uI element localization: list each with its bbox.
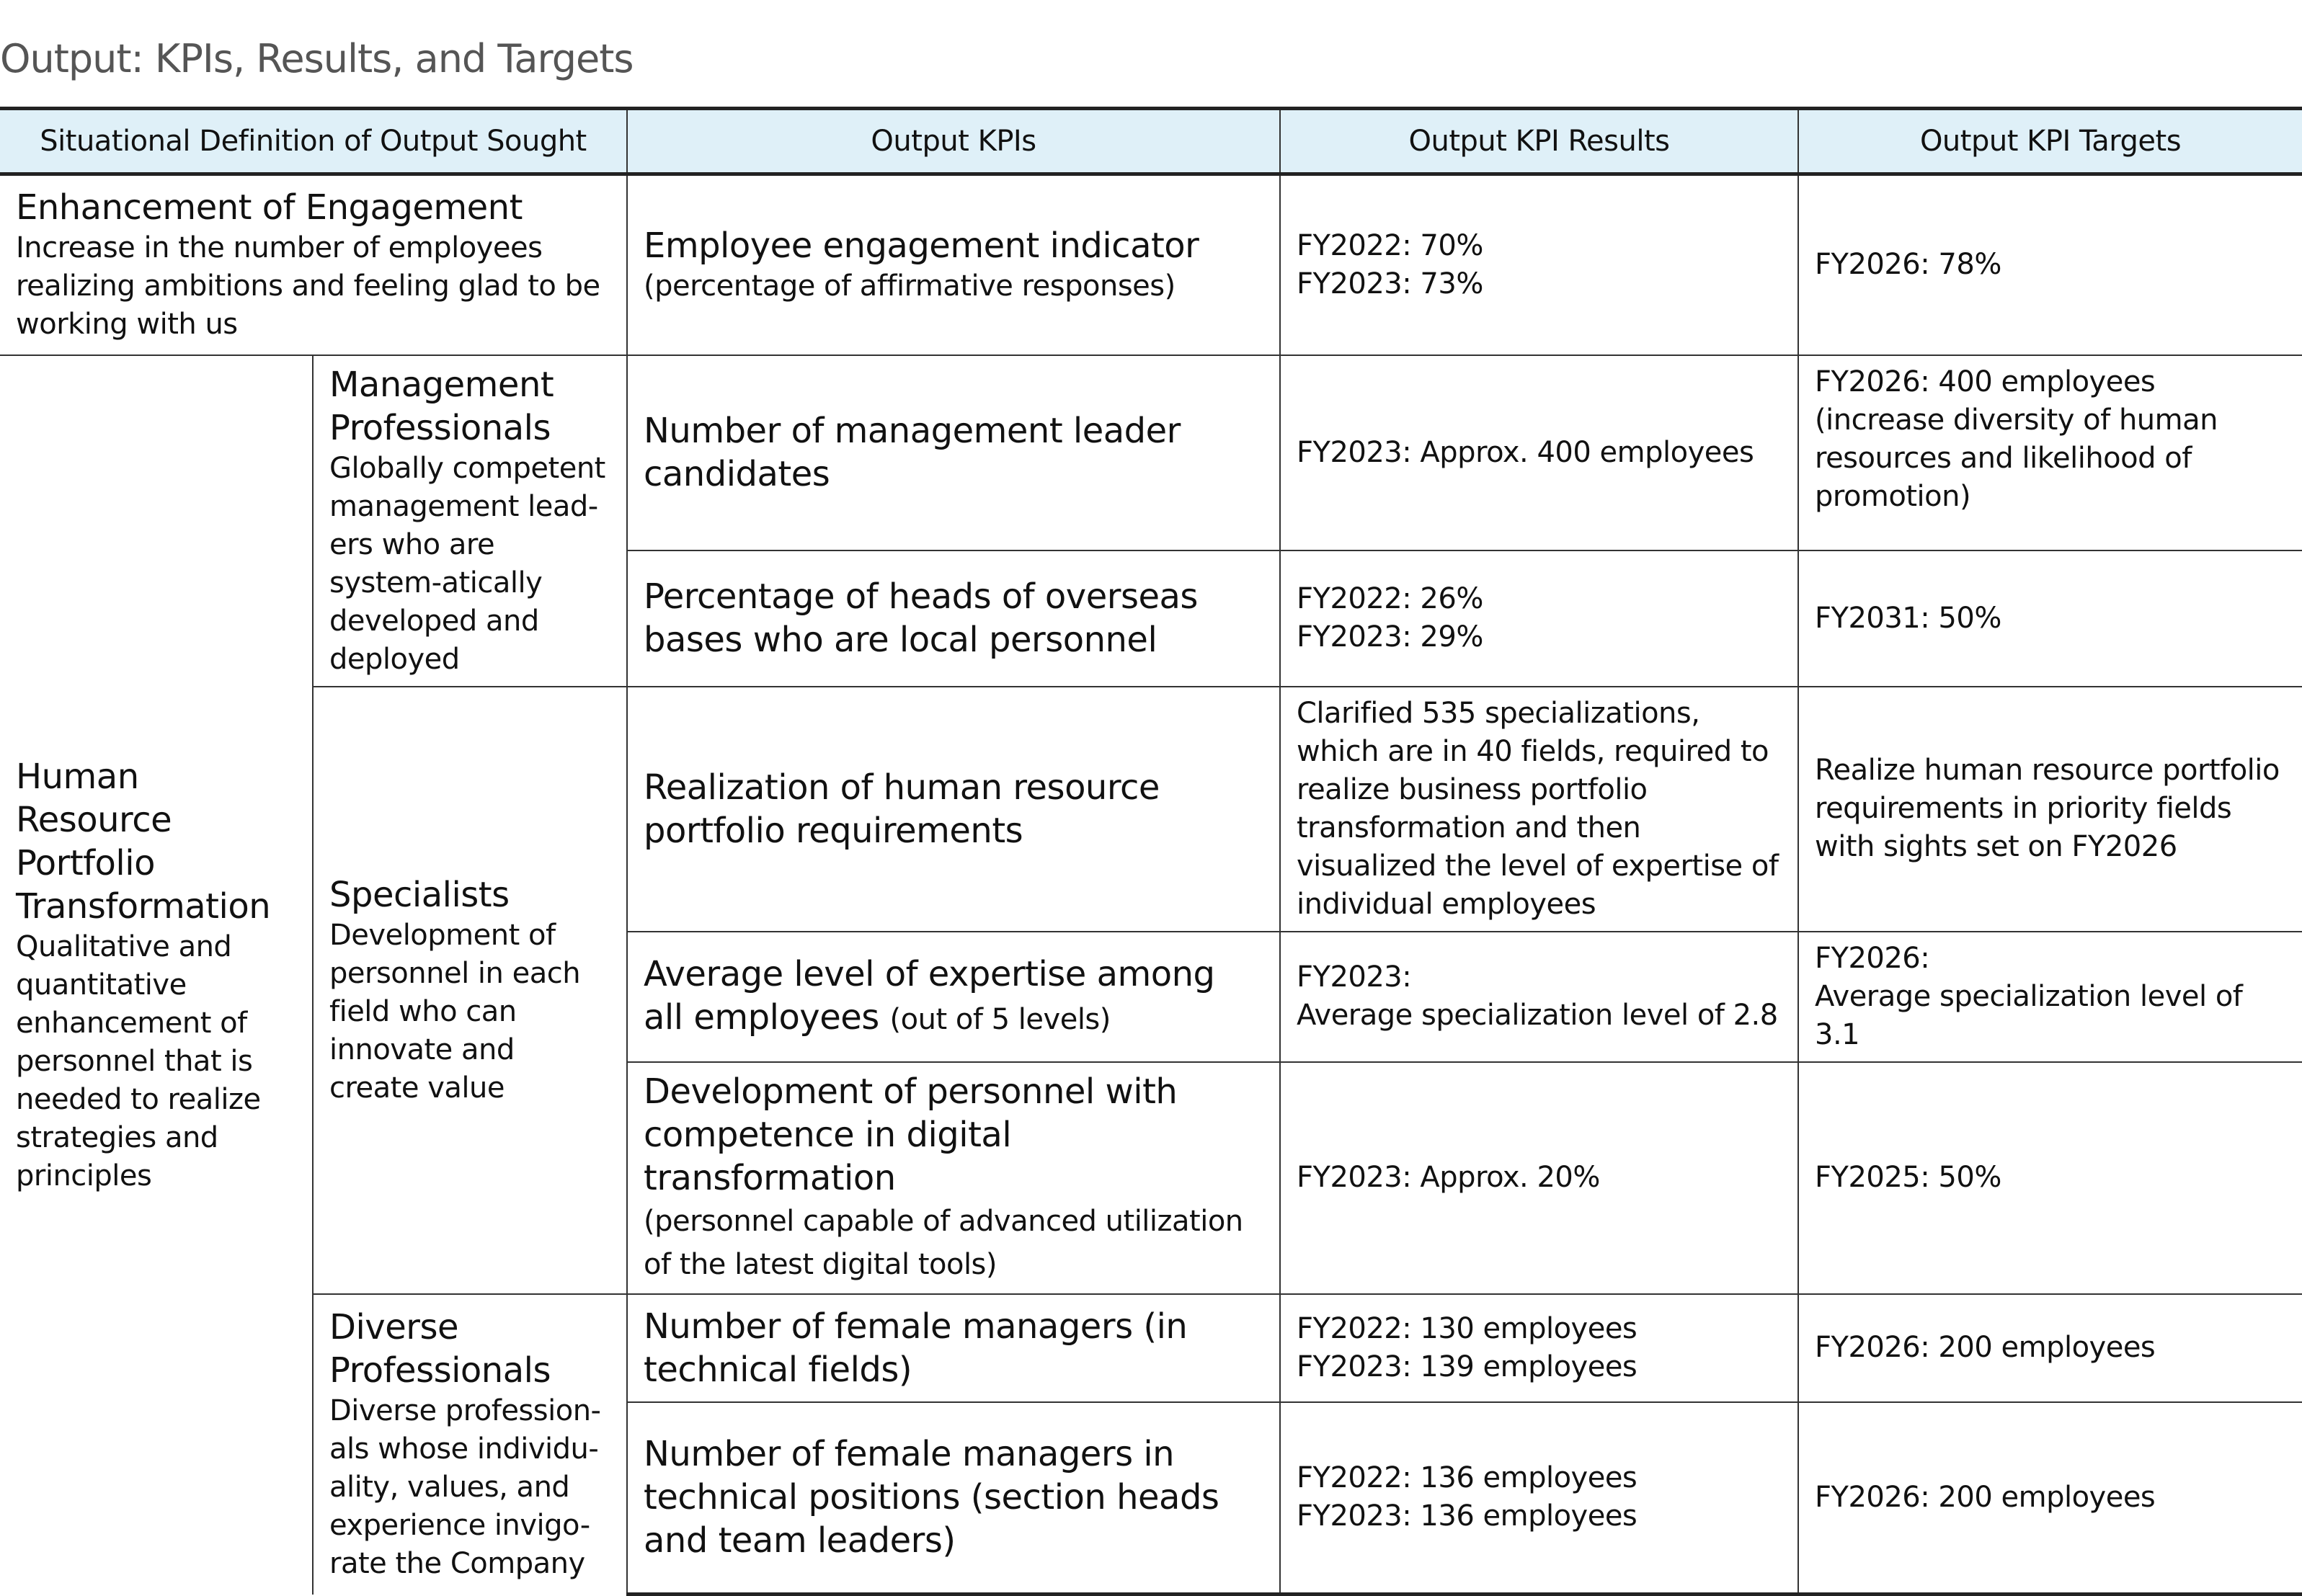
kpi-title: Development of personnel with competence… <box>644 1071 1178 1198</box>
kpi-cell: Number of management leader candidates <box>626 354 1280 550</box>
result-line: FY2023: 139 employees <box>1297 1350 1637 1383</box>
result-line: FY2022: 136 employees <box>1297 1461 1637 1495</box>
target-line: Average specialization level of 3.1 <box>1815 979 2243 1051</box>
result-line: FY2022: 130 employees <box>1297 1311 1637 1345</box>
results-cell: FY2022: 26% FY2023: 29% <box>1279 549 1798 687</box>
table-row: Specialists Development of personnel in … <box>0 685 2302 1294</box>
result-line: Average specialization level of 2.8 <box>1297 999 1778 1032</box>
target-line: FY2026: <box>1815 941 1930 975</box>
target-cell: FY2026: 78% <box>1797 173 2302 355</box>
result-line: FY2022: 70% <box>1297 228 1483 262</box>
target-cell: FY2031: 50% <box>1797 549 2302 687</box>
table-row: Enhancement of Engagement Increase in th… <box>0 173 2302 355</box>
target-cell: FY2026: Average specialization level of … <box>1797 930 2302 1062</box>
hr-definition: Human Resource Portfolio Transformation … <box>0 354 313 1595</box>
result-line: FY2023: 29% <box>1297 620 1483 654</box>
kpi-cell: Average level of expertise among all emp… <box>626 930 1280 1062</box>
table-header-row: Situational Definition of Output Sought … <box>0 107 2302 176</box>
target-line: FY2026: 400 employees <box>1815 365 2156 398</box>
target-cell: FY2026: 200 employees <box>1797 1293 2302 1402</box>
results-cell: FY2022: 130 employees FY2023: 139 employ… <box>1279 1293 1798 1402</box>
specialists-heading: Specialists <box>329 874 510 915</box>
kpi-title: Realization of human resource portfolio … <box>644 767 1160 851</box>
kpi-title: Percentage of heads of overseas bases wh… <box>644 576 1198 661</box>
header-targets: Output KPI Targets <box>1797 107 2302 176</box>
target-line: (increase diversity of human resources a… <box>1815 403 2218 513</box>
hr-heading: Human Resource Portfolio Transformation <box>16 756 271 927</box>
target-cell: FY2026: 400 employees (increase diversit… <box>1797 354 2302 550</box>
kpi-note: (percentage of affirmative responses) <box>644 269 1176 303</box>
header-definition: Situational Definition of Output Sought <box>0 107 627 176</box>
table-row: Average level of expertise among all emp… <box>0 930 2302 1062</box>
diverse-desc: Diverse profession-als whose individu-al… <box>329 1394 601 1580</box>
kpi-title: Average level of expertise among all emp… <box>644 953 1215 1038</box>
result-line: FY2023: <box>1297 960 1412 994</box>
kpi-cell: Percentage of heads of overseas bases wh… <box>626 549 1280 687</box>
results-cell: FY2023: Approx. 20% <box>1279 1061 1798 1294</box>
management-definition: Management Professionals Globally compet… <box>312 354 627 687</box>
kpi-cell: Realization of human resource portfolio … <box>626 685 1280 932</box>
kpi-cell: Development of personnel with competence… <box>626 1061 1280 1294</box>
table-row: Percentage of heads of overseas bases wh… <box>0 549 2302 687</box>
specialists-definition: Specialists Development of personnel in … <box>312 685 627 1294</box>
diverse-definition: Diverse Professionals Diverse profession… <box>312 1293 627 1595</box>
kpi-title: Number of female managers in technical p… <box>644 1434 1219 1561</box>
target-cell: FY2026: 200 employees <box>1797 1401 2302 1596</box>
engagement-desc: Increase in the number of employees real… <box>16 231 600 342</box>
kpi-note: (out of 5 levels) <box>889 1002 1111 1036</box>
engagement-definition: Enhancement of Engagement Increase in th… <box>0 173 627 355</box>
header-results: Output KPI Results <box>1279 107 1798 176</box>
hr-desc: Qualitative and quantitative enhancement… <box>16 929 261 1192</box>
table-row: Development of personnel with competence… <box>0 1061 2302 1294</box>
table-row: Diverse Professionals Diverse profession… <box>0 1293 2302 1595</box>
result-line: FY2023: 73% <box>1297 267 1483 300</box>
result-line: FY2022: 26% <box>1297 582 1483 616</box>
kpi-note: (personnel capable of advanced utilizati… <box>644 1204 1243 1281</box>
results-cell: Clarified 535 specializations, which are… <box>1279 685 1798 932</box>
kpi-table: Situational Definition of Output Sought … <box>0 107 2302 1596</box>
management-desc: Globally competent management lead-ers w… <box>329 451 605 676</box>
results-cell: FY2023: Approx. 400 employees <box>1279 354 1798 550</box>
target-cell: FY2025: 50% <box>1797 1061 2302 1294</box>
table-row: Human Resource Portfolio Transformation … <box>0 354 2302 1595</box>
kpi-cell: Employee engagement indicator (percentag… <box>626 173 1280 355</box>
kpi-title: Employee engagement indicator <box>644 226 1199 267</box>
management-heading: Management Professionals <box>329 364 554 448</box>
specialists-desc: Development of personnel in each field w… <box>329 918 581 1105</box>
page-title: Output: KPIs, Results, and Targets <box>0 36 634 81</box>
kpi-title: Number of management leader candidates <box>644 411 1181 495</box>
kpi-cell: Number of female managers (in technical … <box>626 1293 1280 1402</box>
results-cell: FY2022: 70% FY2023: 73% <box>1279 173 1798 355</box>
kpi-title: Number of female managers (in technical … <box>644 1306 1188 1390</box>
header-kpis: Output KPIs <box>626 107 1280 176</box>
engagement-heading: Enhancement of Engagement <box>16 187 523 228</box>
results-cell: FY2023: Average specialization level of … <box>1279 930 1798 1062</box>
diverse-heading: Diverse Professionals <box>329 1307 551 1391</box>
results-cell: FY2022: 136 employees FY2023: 136 employ… <box>1279 1401 1798 1596</box>
target-cell: Realize human resource portfolio require… <box>1797 685 2302 932</box>
result-line: FY2023: 136 employees <box>1297 1499 1637 1533</box>
kpi-cell: Number of female managers in technical p… <box>626 1401 1280 1596</box>
